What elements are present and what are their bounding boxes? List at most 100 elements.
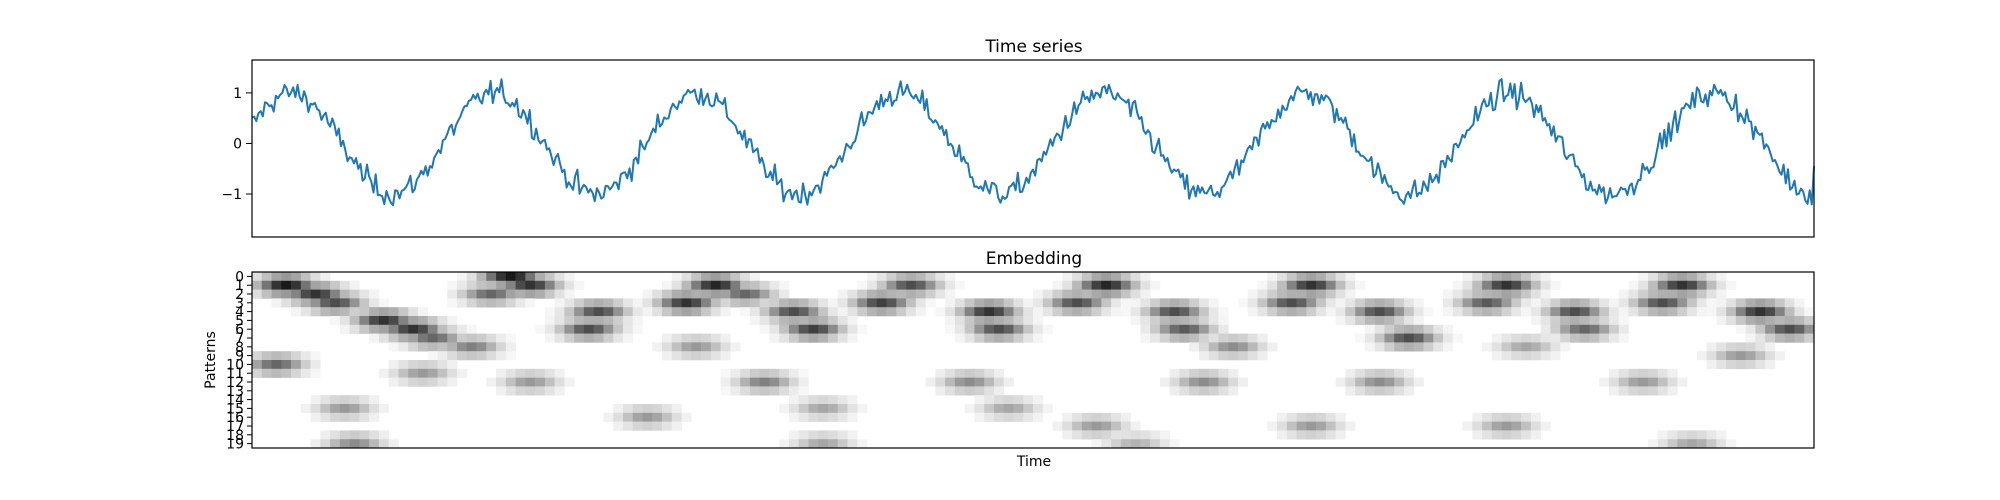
heatmap-cell xyxy=(1111,307,1122,317)
heatmap-cell xyxy=(1755,351,1766,361)
heatmap-cell xyxy=(564,272,575,282)
heatmap-cell xyxy=(1716,342,1727,352)
heatmap-cell xyxy=(1286,298,1297,308)
heatmap-cell xyxy=(925,272,936,282)
heatmap-cell xyxy=(867,307,878,317)
heatmap-cell xyxy=(1628,289,1639,299)
heatmap-cell xyxy=(671,421,682,431)
heatmap-cell xyxy=(1218,324,1229,334)
heatmap-cell xyxy=(1677,298,1688,308)
heatmap-cell xyxy=(1257,351,1268,361)
heatmap-cell xyxy=(1657,386,1668,396)
heatmap-cell xyxy=(1423,324,1434,334)
heatmap-cell xyxy=(457,333,468,343)
heatmap-cell xyxy=(1667,377,1678,387)
heatmap-cell xyxy=(1726,316,1737,326)
heatmap-cell xyxy=(554,298,565,308)
heatmap-cell xyxy=(1189,368,1200,378)
heatmap-cell xyxy=(837,316,848,326)
heatmap-cell xyxy=(1491,351,1502,361)
heatmap-cell xyxy=(652,307,663,317)
heatmap-cell xyxy=(1677,289,1688,299)
heatmap-cell xyxy=(271,272,282,282)
heatmap-cell xyxy=(710,280,721,290)
heatmap-cell xyxy=(1198,386,1210,396)
heatmap-cell xyxy=(427,360,438,370)
time-series-plot-area xyxy=(251,78,1815,207)
heatmap-cell xyxy=(1286,272,1297,282)
heatmap-cell xyxy=(1335,272,1346,282)
heatmap-cell xyxy=(1267,280,1278,290)
heatmap-cell xyxy=(544,333,555,343)
heatmap-cell xyxy=(1296,412,1307,422)
heatmap-cell xyxy=(1169,333,1180,343)
heatmap-cell xyxy=(593,298,604,308)
heatmap-cell xyxy=(925,377,936,387)
heatmap-cell xyxy=(1120,412,1131,422)
heatmap-cell xyxy=(1179,324,1190,334)
heatmap-cell xyxy=(1374,377,1385,387)
heatmap-cell xyxy=(779,368,790,378)
heatmap-cell xyxy=(974,386,985,396)
heatmap-cell xyxy=(1530,307,1541,317)
heatmap-cell xyxy=(652,289,663,299)
heatmap-cell xyxy=(662,351,673,361)
heatmap-cell xyxy=(1247,289,1258,299)
heatmap-cell xyxy=(1696,289,1707,299)
heatmap-cell xyxy=(447,351,458,361)
heatmap-cell xyxy=(1179,333,1190,343)
heatmap-cell xyxy=(544,272,555,282)
heatmap-cell xyxy=(622,404,634,414)
heatmap-cell xyxy=(1589,324,1600,334)
heatmap-cell xyxy=(1384,324,1395,334)
heatmap-cell xyxy=(1277,280,1288,290)
heatmap-cell xyxy=(1013,324,1024,334)
heatmap-cell xyxy=(1511,280,1522,290)
heatmap-cell xyxy=(788,324,799,334)
heatmap-cell xyxy=(847,316,858,326)
heatmap-cell xyxy=(1345,280,1356,290)
heatmap-cell xyxy=(984,307,995,317)
heatmap-cell xyxy=(1579,307,1590,317)
heatmap-cell xyxy=(1023,316,1034,326)
heatmap-cell xyxy=(1501,272,1512,282)
heatmap-cell xyxy=(427,316,438,326)
heatmap-cell xyxy=(447,298,458,308)
heatmap-cell xyxy=(1540,333,1551,343)
heatmap-cell xyxy=(1482,342,1493,352)
heatmap-cell xyxy=(1179,298,1190,308)
heatmap-cell xyxy=(1169,386,1180,396)
heatmap-cell xyxy=(1540,280,1551,290)
heatmap-cell xyxy=(740,289,751,299)
heatmap-cell xyxy=(1774,307,1786,317)
heatmap-cell xyxy=(730,377,741,387)
heatmap-cell xyxy=(701,307,712,317)
heatmap-cell xyxy=(1530,298,1541,308)
heatmap-cell xyxy=(740,386,751,396)
heatmap-cell xyxy=(1413,342,1424,352)
heatmap-cell xyxy=(808,412,819,422)
heatmap-cell xyxy=(720,377,731,387)
heatmap-cell xyxy=(1335,430,1346,440)
y-tick-label: 9 xyxy=(235,349,244,365)
heatmap-cell xyxy=(935,272,946,282)
heatmap-cell xyxy=(320,412,331,422)
heatmap-cell xyxy=(1296,430,1307,440)
heatmap-cell xyxy=(1638,289,1649,299)
heatmap-cell xyxy=(1657,298,1668,308)
heatmap-cell xyxy=(1023,395,1034,405)
heatmap-cell xyxy=(1608,377,1620,387)
heatmap-cell xyxy=(291,360,302,370)
heatmap-cell xyxy=(671,404,682,414)
heatmap-cell xyxy=(964,298,975,308)
heatmap-cell xyxy=(1169,377,1180,387)
heatmap-cell xyxy=(1120,289,1131,299)
heatmap-cell xyxy=(1325,421,1336,431)
heatmap-cell xyxy=(1452,289,1463,299)
heatmap-cell xyxy=(281,272,292,282)
heatmap-cell xyxy=(515,298,526,308)
heatmap-cell xyxy=(457,351,468,361)
heatmap-cell xyxy=(788,307,799,317)
heatmap-cell xyxy=(1706,307,1717,317)
